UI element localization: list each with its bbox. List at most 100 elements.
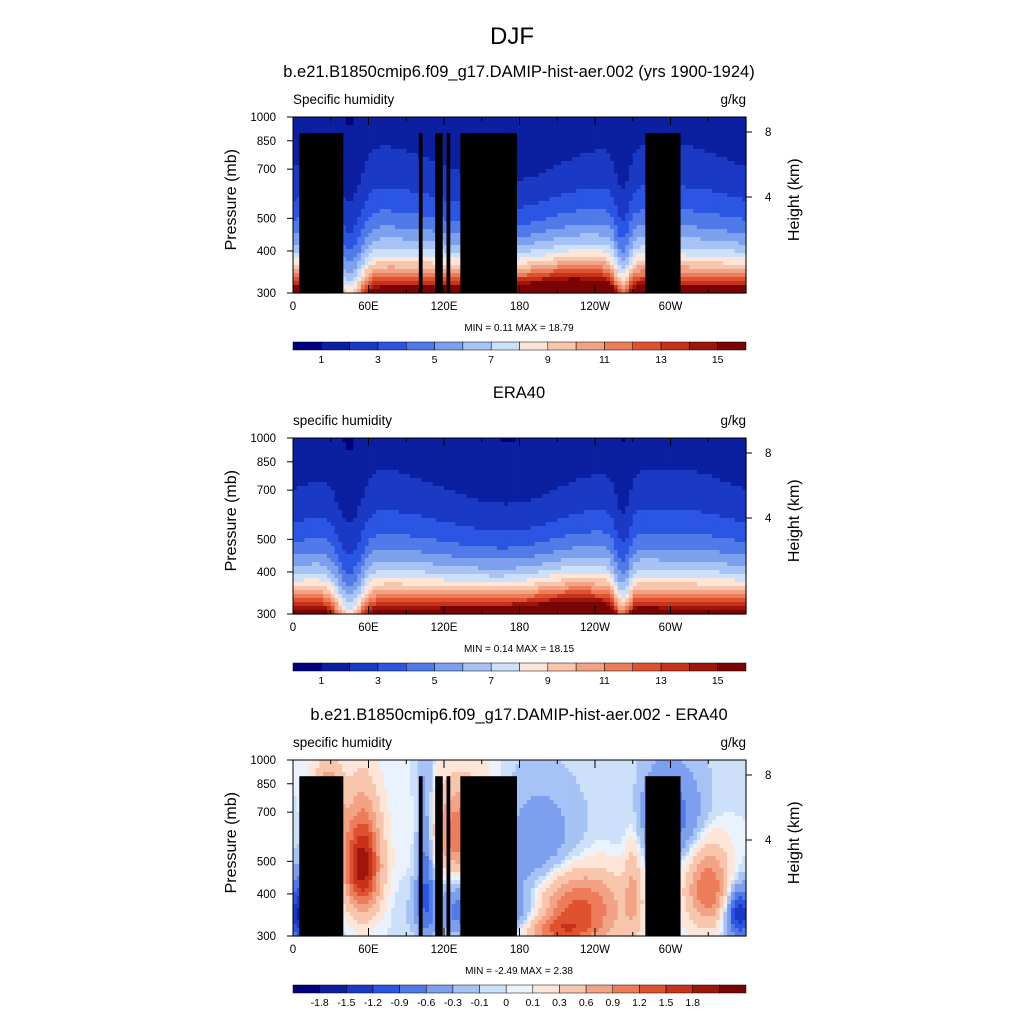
heatmap-cell [293, 241, 298, 246]
heatmap-cell [617, 213, 623, 218]
heatmap-cell [538, 269, 543, 274]
heatmap-cell [561, 189, 566, 194]
heatmap-cell [357, 161, 362, 166]
heatmap-cell [693, 117, 698, 122]
heatmap-cell [455, 225, 460, 230]
heatmap-cell [406, 281, 411, 286]
heatmap-cell [730, 145, 736, 150]
heatmap-cell [617, 273, 623, 278]
heatmap-cell [572, 221, 577, 226]
heatmap-cell [545, 193, 551, 198]
heatmap-cell [413, 281, 419, 286]
heatmap-cell [689, 237, 694, 242]
heatmap-cell [636, 273, 641, 278]
heatmap-cell [738, 265, 743, 270]
heatmap-cell [583, 197, 589, 202]
heatmap-cell [530, 197, 536, 202]
heatmap-cell [527, 137, 532, 142]
heatmap-cell [579, 141, 585, 146]
heatmap-cell [723, 221, 728, 226]
heatmap-cell [712, 245, 717, 250]
heatmap-cell [406, 217, 411, 222]
heatmap-cell [561, 193, 566, 198]
heatmap-cell [342, 221, 347, 226]
heatmap-cell [421, 257, 426, 262]
heatmap-cell [398, 253, 404, 258]
heatmap-cell [723, 213, 728, 218]
heatmap-cell [296, 273, 302, 278]
heatmap-cell [621, 165, 626, 170]
heatmap-cell [708, 169, 713, 174]
heatmap-cell [549, 273, 555, 278]
heatmap-cell [542, 149, 547, 154]
heatmap-cell [576, 141, 581, 146]
heatmap-cell [579, 237, 585, 242]
heatmap-cell [364, 161, 370, 166]
heatmap-cell [515, 233, 521, 238]
heatmap-cell [723, 261, 728, 266]
heatmap-cell [387, 253, 392, 258]
heatmap-cell [410, 221, 415, 226]
heatmap-cell [368, 241, 373, 246]
heatmap-cell [644, 117, 649, 122]
heatmap-cell [515, 189, 521, 194]
heatmap-cell [628, 157, 634, 162]
heatmap-cell [406, 225, 411, 230]
heatmap-cell [545, 205, 551, 210]
heatmap-cell [579, 185, 585, 190]
heatmap-cell [387, 153, 392, 158]
heatmap-cell [564, 145, 570, 150]
heatmap-cell [553, 273, 558, 278]
heatmap-cell [357, 181, 362, 186]
heatmap-cell [693, 221, 698, 226]
heatmap-cell [632, 193, 638, 198]
heatmap-cell [719, 173, 724, 178]
heatmap-cell [568, 257, 573, 262]
heatmap-cell [595, 249, 600, 254]
heatmap-cell [700, 221, 706, 226]
heatmap-cell [621, 245, 626, 250]
heatmap-cell [715, 189, 721, 194]
heatmap-cell [568, 141, 573, 146]
heatmap-cell [293, 177, 298, 182]
heatmap-cell [568, 117, 573, 122]
heatmap-cell [345, 189, 351, 194]
heatmap-cell [413, 221, 419, 226]
heatmap-cell [398, 237, 404, 242]
heatmap-cell [406, 245, 411, 250]
heatmap-cell [534, 201, 539, 206]
heatmap-cell [379, 165, 385, 170]
heatmap-cell [640, 189, 645, 194]
heatmap-cell [372, 197, 377, 202]
heatmap-cell [376, 181, 381, 186]
heatmap-cell [519, 117, 524, 122]
heatmap-cell [738, 153, 743, 158]
heatmap-cell [610, 257, 615, 262]
heatmap-cell [372, 169, 377, 174]
heatmap-cell [353, 209, 358, 214]
heatmap-cell [387, 165, 392, 170]
heatmap-cell [527, 209, 532, 214]
heatmap-cell [632, 197, 638, 202]
heatmap-cell [538, 229, 543, 234]
heatmap-cell [379, 189, 385, 194]
heatmap-cell [738, 133, 743, 138]
heatmap-cell [730, 225, 736, 230]
heatmap-cell [621, 129, 626, 134]
heatmap-cell [606, 225, 611, 230]
heatmap-cell [693, 121, 698, 126]
heatmap-cell [595, 201, 600, 206]
heatmap-cell [345, 145, 351, 150]
heatmap-cell [689, 249, 694, 254]
heatmap-cell [723, 181, 728, 186]
heatmap-cell [708, 205, 713, 210]
heatmap-cell [617, 177, 623, 182]
heatmap-cell [595, 209, 600, 214]
heatmap-cell [360, 145, 366, 150]
heatmap-cell [293, 153, 298, 158]
heatmap-cell [413, 149, 419, 154]
heatmap-cell [579, 117, 585, 122]
heatmap-cell [342, 177, 347, 182]
heatmap-cell [591, 133, 596, 138]
heatmap-cell [613, 233, 619, 238]
